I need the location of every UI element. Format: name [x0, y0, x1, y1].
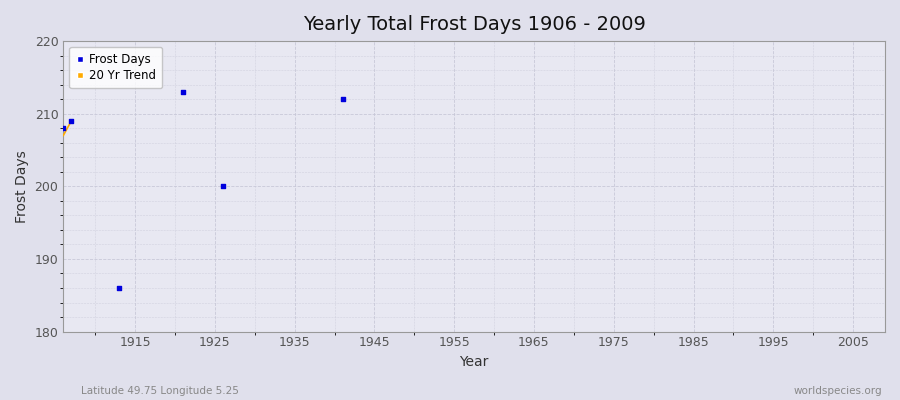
Point — [216, 183, 230, 190]
Legend: Frost Days, 20 Yr Trend: Frost Days, 20 Yr Trend — [69, 47, 162, 88]
Point — [56, 125, 70, 132]
Text: worldspecies.org: worldspecies.org — [794, 386, 882, 396]
Point — [112, 285, 126, 291]
Text: Latitude 49.75 Longitude 5.25: Latitude 49.75 Longitude 5.25 — [81, 386, 239, 396]
X-axis label: Year: Year — [460, 355, 489, 369]
Point — [336, 96, 350, 102]
Point — [176, 89, 190, 95]
Title: Yearly Total Frost Days 1906 - 2009: Yearly Total Frost Days 1906 - 2009 — [302, 15, 645, 34]
Y-axis label: Frost Days: Frost Days — [15, 150, 29, 223]
Point — [64, 118, 78, 124]
